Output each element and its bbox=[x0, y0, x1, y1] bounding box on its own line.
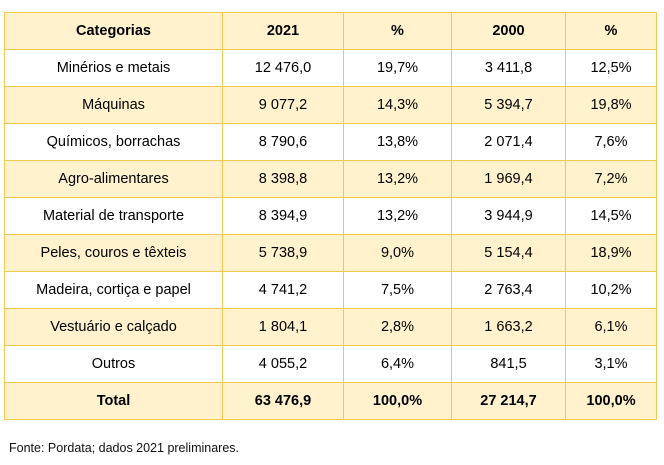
pct-2000-cell: 14,5% bbox=[565, 197, 657, 235]
total-pct-2000: 100,0% bbox=[565, 382, 657, 420]
value-2000-cell: 2 071,4 bbox=[451, 123, 566, 161]
exports-table: Categorias 2021 % 2000 % Minérios e meta… bbox=[4, 12, 657, 420]
category-cell: Máquinas bbox=[4, 86, 223, 124]
table-row: Máquinas 9 077,2 14,3% 5 394,7 19,8% bbox=[4, 86, 657, 124]
value-2021-cell: 4 055,2 bbox=[222, 345, 344, 383]
table-row: Outros 4 055,2 6,4% 841,5 3,1% bbox=[4, 345, 657, 383]
total-pct-2021: 100,0% bbox=[343, 382, 452, 420]
value-2000-cell: 2 763,4 bbox=[451, 271, 566, 309]
value-2021-cell: 9 077,2 bbox=[222, 86, 344, 124]
value-2021-cell: 8 398,8 bbox=[222, 160, 344, 198]
value-2000-cell: 5 394,7 bbox=[451, 86, 566, 124]
header-categorias: Categorias bbox=[4, 12, 223, 50]
value-2021-cell: 12 476,0 bbox=[222, 49, 344, 87]
value-2000-cell: 5 154,4 bbox=[451, 234, 566, 272]
value-2000-cell: 3 411,8 bbox=[451, 49, 566, 87]
pct-2021-cell: 2,8% bbox=[343, 308, 452, 346]
pct-2021-cell: 14,3% bbox=[343, 86, 452, 124]
pct-2000-cell: 12,5% bbox=[565, 49, 657, 87]
pct-2000-cell: 3,1% bbox=[565, 345, 657, 383]
value-2000-cell: 1 969,4 bbox=[451, 160, 566, 198]
table-row: Peles, couros e têxteis 5 738,9 9,0% 5 154,… bbox=[4, 234, 657, 272]
pct-2021-cell: 13,8% bbox=[343, 123, 452, 161]
pct-2021-cell: 13,2% bbox=[343, 160, 452, 198]
header-2000: 2000 bbox=[451, 12, 566, 50]
category-cell: Minérios e metais bbox=[4, 49, 223, 87]
header-pct-2021: % bbox=[343, 12, 452, 50]
value-2000-cell: 3 944,9 bbox=[451, 197, 566, 235]
value-2000-cell: 841,5 bbox=[451, 345, 566, 383]
category-cell: Madeira, cortiça e papel bbox=[4, 271, 223, 309]
header-2021: 2021 bbox=[222, 12, 344, 50]
category-cell: Material de transporte bbox=[4, 197, 223, 235]
total-2000: 27 214,7 bbox=[451, 382, 566, 420]
pct-2000-cell: 7,6% bbox=[565, 123, 657, 161]
pct-2000-cell: 7,2% bbox=[565, 160, 657, 198]
table-row: Vestuário e calçado 1 804,1 2,8% 1 663,2 6,1… bbox=[4, 308, 657, 346]
pct-2021-cell: 6,4% bbox=[343, 345, 452, 383]
table-row: Material de transporte 8 394,9 13,2% 3 944,… bbox=[4, 197, 657, 235]
table-row: Madeira, cortiça e papel 4 741,2 7,5% 2 763… bbox=[4, 271, 657, 309]
value-2021-cell: 4 741,2 bbox=[222, 271, 344, 309]
total-label: Total bbox=[4, 382, 223, 420]
pct-2021-cell: 13,2% bbox=[343, 197, 452, 235]
category-cell: Vestuário e calçado bbox=[4, 308, 223, 346]
value-2021-cell: 8 394,9 bbox=[222, 197, 344, 235]
pct-2000-cell: 6,1% bbox=[565, 308, 657, 346]
value-2021-cell: 8 790,6 bbox=[222, 123, 344, 161]
pct-2000-cell: 10,2% bbox=[565, 271, 657, 309]
pct-2021-cell: 9,0% bbox=[343, 234, 452, 272]
table-row: Químicos, borrachas 8 790,6 13,8% 2 071,4 7,… bbox=[4, 123, 657, 161]
header-pct-2000: % bbox=[565, 12, 657, 50]
value-2021-cell: 5 738,9 bbox=[222, 234, 344, 272]
category-cell: Químicos, borrachas bbox=[4, 123, 223, 161]
category-cell: Agro-alimentares bbox=[4, 160, 223, 198]
value-2021-cell: 1 804,1 bbox=[222, 308, 344, 346]
total-row: Total 63 476,9 100,0% 27 214,7 100,0% bbox=[4, 382, 657, 420]
pct-2021-cell: 19,7% bbox=[343, 49, 452, 87]
table-row: Minérios e metais 12 476,0 19,7% 3 411,8 12,… bbox=[4, 49, 657, 87]
total-2021: 63 476,9 bbox=[222, 382, 344, 420]
table-header-row: Categorias 2021 % 2000 % bbox=[4, 12, 657, 50]
pct-2000-cell: 18,9% bbox=[565, 234, 657, 272]
pct-2000-cell: 19,8% bbox=[565, 86, 657, 124]
category-cell: Outros bbox=[4, 345, 223, 383]
source-note: Fonte: Pordata; dados 2021 preliminares. bbox=[9, 441, 239, 455]
category-cell: Peles, couros e têxteis bbox=[4, 234, 223, 272]
pct-2021-cell: 7,5% bbox=[343, 271, 452, 309]
table-row: Agro-alimentares 8 398,8 13,2% 1 969,4 7,2% bbox=[4, 160, 657, 198]
value-2000-cell: 1 663,2 bbox=[451, 308, 566, 346]
